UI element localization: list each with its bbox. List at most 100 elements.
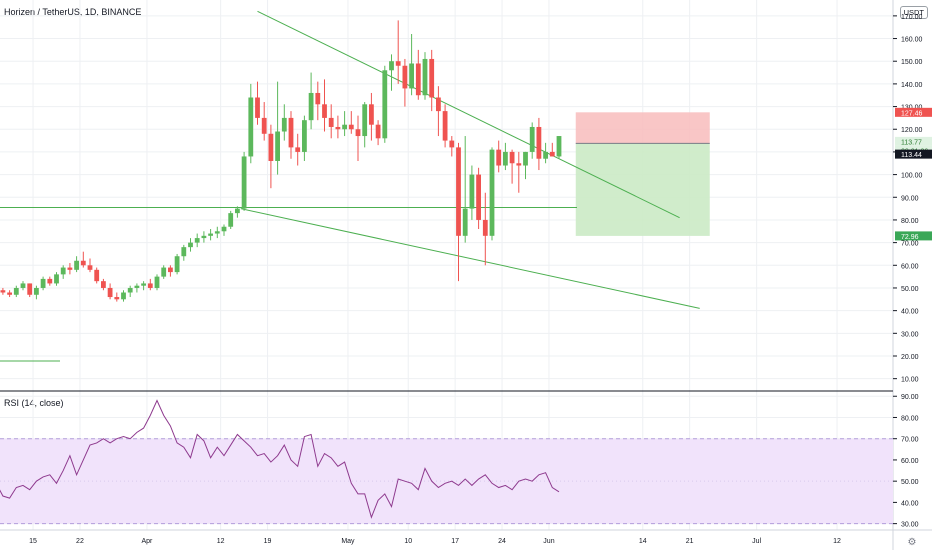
candle-body	[80, 260, 86, 266]
candle-body	[188, 242, 193, 248]
time-tick-label: May	[341, 538, 355, 545]
candle-body	[275, 131, 280, 161]
gear-icon[interactable]: ⚙	[908, 537, 917, 548]
candle-body	[87, 265, 93, 270]
candle-body	[194, 238, 200, 243]
time-tick-label: 14	[639, 538, 647, 545]
candle-body	[342, 124, 347, 130]
candle-body	[107, 287, 113, 298]
candle-body	[288, 117, 294, 148]
candle-body	[154, 276, 160, 288]
price-tick-label: 20.00	[901, 354, 919, 361]
rsi-tick-label: 50.00	[901, 479, 919, 486]
candle-body	[27, 283, 33, 295]
candle-body	[375, 124, 381, 139]
price-tick-label: 70.00	[901, 241, 919, 248]
time-tick-label: 21	[686, 538, 694, 545]
candle-body	[409, 63, 414, 89]
time-tick-label: 24	[498, 538, 506, 545]
rsi-tick-label: 90.00	[901, 394, 919, 401]
price-tick-label: 170.00	[901, 14, 923, 21]
time-tick-label: 17	[451, 538, 459, 545]
candle-body	[281, 117, 287, 132]
candle-body	[308, 92, 314, 121]
candle-body	[20, 283, 26, 288]
candle-body	[315, 92, 321, 105]
candle-body	[362, 104, 368, 137]
candle-body	[34, 287, 39, 295]
price-tick-label: 90.00	[901, 195, 919, 202]
candle-body	[114, 297, 120, 300]
candle-body	[13, 287, 19, 295]
candle-body	[174, 256, 180, 273]
candle-body	[7, 292, 12, 295]
currency-badge[interactable]: USDT	[899, 6, 928, 19]
price-tick-label: 160.00	[901, 37, 923, 44]
candle-body	[543, 151, 548, 159]
candle-body	[255, 97, 260, 118]
candle-body	[369, 104, 374, 125]
rsi-tick-label: 40.00	[901, 500, 919, 507]
candles	[0, 20, 562, 302]
take-profit-zone	[575, 143, 710, 236]
candle-body	[348, 124, 354, 130]
price-tick-label: 30.00	[901, 331, 919, 338]
candle-body	[436, 97, 441, 112]
price-label-box	[895, 231, 932, 241]
candle-body	[482, 219, 488, 236]
candle-body	[235, 208, 240, 214]
candle-body	[161, 267, 167, 277]
stop-loss-zone	[575, 112, 710, 144]
time-tick-label: Jul	[752, 538, 761, 545]
candle-body	[536, 126, 542, 159]
candle-body	[422, 58, 428, 96]
candle-body	[509, 151, 515, 164]
candle-body	[295, 147, 301, 152]
candle-body	[469, 174, 475, 209]
target-price-label: 72.96	[901, 234, 919, 241]
chart-title: Horizen / TetherUS, 1D, BINANCE	[4, 7, 142, 17]
candle-body	[181, 247, 187, 257]
rsi-tick-label: 30.00	[901, 522, 919, 529]
candle-body	[556, 136, 562, 157]
time-tick-label: 15	[29, 538, 37, 545]
candle-body	[503, 151, 508, 166]
candle-body	[328, 117, 334, 127]
candle-body	[67, 267, 73, 270]
time-tick-label: 10	[404, 538, 412, 545]
candle-body	[523, 151, 528, 166]
candle-body	[147, 283, 153, 288]
price-tick-label: 140.00	[901, 82, 923, 89]
candle-body	[0, 290, 6, 293]
candle-body	[101, 281, 106, 288]
candle-body	[389, 61, 394, 71]
candle-body	[529, 126, 535, 152]
candle-body	[168, 267, 173, 273]
candle-body	[355, 129, 361, 137]
price-tick-label: 120.00	[901, 127, 923, 134]
time-tick-label: 12	[217, 538, 225, 545]
candle-body	[127, 287, 133, 293]
candle-body	[248, 97, 254, 157]
time-tick-label: Apr	[141, 538, 153, 545]
rsi-line	[0, 399, 560, 519]
candle-body	[382, 70, 388, 139]
rsi-tick-label: 80.00	[901, 415, 919, 422]
price-tick-label: 100.00	[901, 173, 923, 180]
candle-body	[496, 149, 502, 166]
time-tick-label: 19	[264, 538, 272, 545]
time-tick-label: 22	[76, 538, 84, 545]
candle-body	[476, 174, 481, 220]
price-label-box	[895, 149, 932, 159]
candle-body	[415, 63, 421, 96]
candle-body	[60, 267, 66, 275]
candle-body	[94, 269, 100, 282]
candle-body	[429, 58, 435, 98]
candle-body	[40, 278, 46, 288]
candle-body	[47, 278, 53, 284]
price-label-box	[895, 107, 932, 117]
candle-body	[516, 163, 522, 166]
candle-body	[302, 120, 307, 152]
price-tick-label: 150.00	[901, 59, 923, 66]
